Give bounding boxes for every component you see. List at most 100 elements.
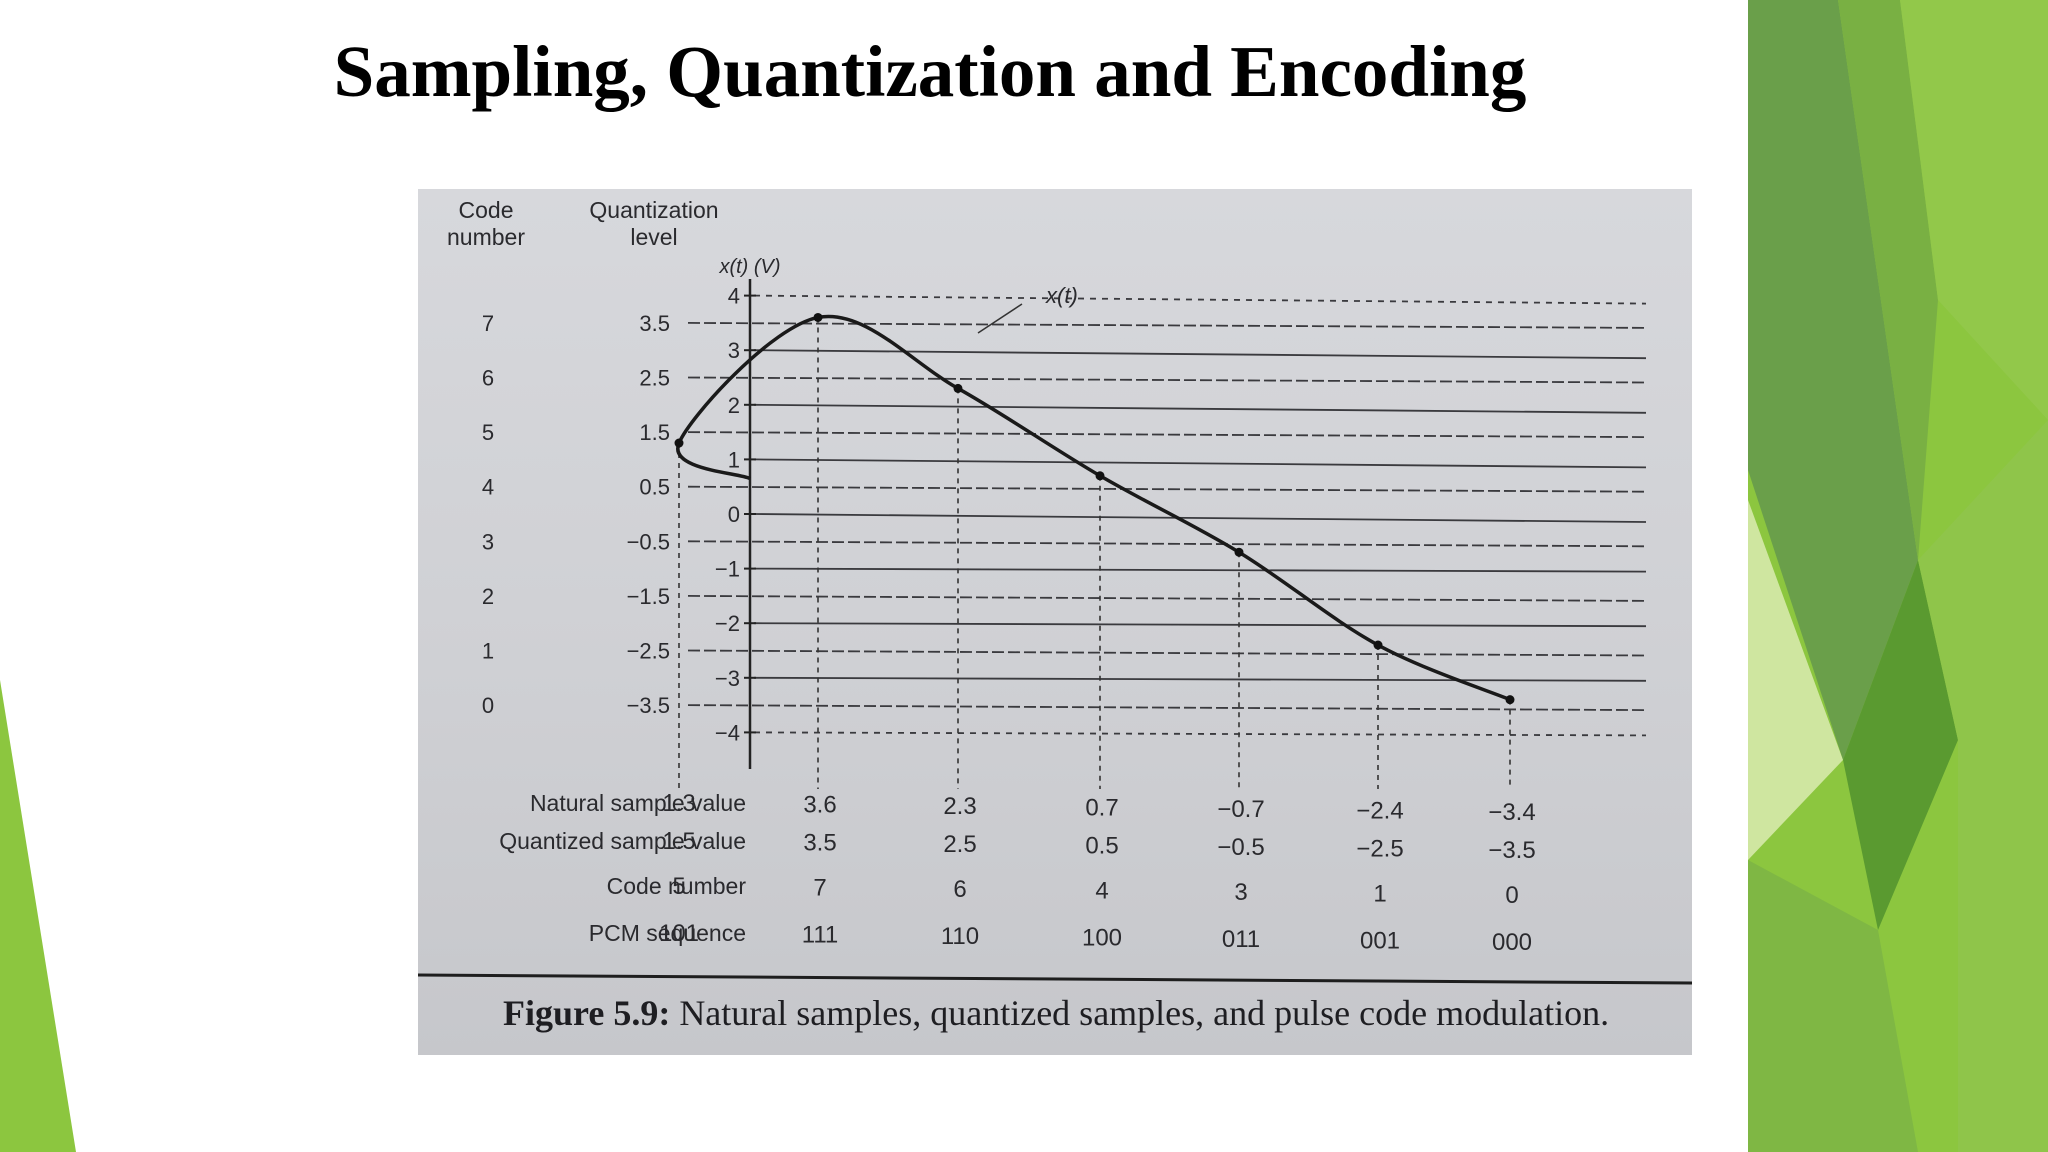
cell-quantized: −2.5: [1356, 836, 1403, 863]
row-label-natural: Natural sample value: [530, 790, 746, 816]
figure-caption: Figure 5.9: Natural samples, quantized s…: [503, 993, 1609, 1033]
y-tick-label: −2: [715, 611, 740, 636]
signal-curve: [676, 314, 1511, 702]
grid-line-integer: [753, 349, 1647, 360]
cell-natural: −2.4: [1356, 798, 1403, 825]
sample-point: [1373, 640, 1383, 650]
caption-prefix: Figure 5.9:: [503, 993, 670, 1033]
cell-code: 5: [672, 873, 685, 900]
sample-lines: [678, 317, 1511, 789]
sample-point: [1505, 695, 1515, 705]
grid-line-integer: [753, 676, 1647, 682]
cell-natural: 0.7: [1085, 795, 1118, 822]
quantization-level-line: [687, 595, 1647, 602]
quantization-level-label: −3.5: [627, 693, 670, 718]
y-tick-label: 2: [728, 393, 740, 418]
sample-point: [674, 438, 684, 448]
cell-pcm: 110: [941, 923, 979, 950]
y-tick-label: −3: [715, 666, 740, 691]
y-axis-label: x(t) (V): [718, 256, 780, 278]
cell-natural: 2.3: [943, 793, 976, 820]
cell-pcm: 011: [1222, 926, 1260, 953]
right-deco-mid-band: [1838, 0, 1938, 560]
y-tick-label: 0: [728, 502, 740, 527]
row-label-quantized: Quantized sample value: [499, 828, 746, 854]
code-number-label: 0: [482, 693, 494, 718]
code-number-header-line1: Code: [459, 197, 514, 223]
cell-code: 4: [1095, 878, 1108, 905]
cell-code: 6: [953, 876, 966, 903]
cell-quantized: 2.5: [943, 831, 976, 858]
cell-natural: −3.4: [1488, 799, 1535, 826]
curve-label-leader: [977, 303, 1023, 334]
cell-quantized: −0.5: [1217, 834, 1264, 861]
sample-points: [674, 312, 1515, 705]
sample-point: [953, 383, 963, 393]
pcm-figure: Code number Quantization level x(t) (V) …: [418, 197, 1692, 1033]
quantization-level-label: 0.5: [639, 475, 670, 500]
caption-rule: [418, 973, 1692, 985]
right-deco-deep-shard: [1843, 560, 1958, 930]
caption-text: Natural samples, quantized samples, and …: [670, 993, 1609, 1033]
sample-point: [1234, 547, 1244, 557]
quantization-level-label: 1.5: [639, 420, 670, 445]
figure-photo: Code number Quantization level x(t) (V) …: [418, 189, 1692, 1055]
grid-line-integer: [753, 458, 1647, 469]
cell-pcm: 100: [1082, 925, 1122, 952]
grid-line-integer: [753, 567, 1647, 573]
quantization-level-header-line1: Quantization: [589, 197, 718, 223]
code-number-label: 5: [482, 420, 494, 445]
code-number-label: 4: [482, 475, 494, 500]
left-decoration: [0, 680, 76, 1152]
grid-line-integer: [753, 294, 1647, 305]
cell-quantized: −3.5: [1488, 837, 1535, 864]
quantization-level-header-line2: level: [630, 224, 677, 250]
y-tick-label: 1: [728, 447, 740, 472]
grid-line-integer: [753, 731, 1647, 737]
y-tick-label: −4: [715, 720, 740, 745]
row-label-code: Code number: [607, 873, 747, 899]
quantization-level-line: [687, 649, 1647, 657]
cell-natural: 1.3: [662, 790, 695, 817]
code-number-label: 2: [482, 584, 494, 609]
y-tick-label: 3: [728, 338, 740, 363]
quantization-level-line: [687, 322, 1647, 329]
sample-point: [813, 312, 823, 322]
left-deco-shard: [0, 680, 76, 1152]
quantization-level-label: 2.5: [639, 366, 670, 391]
quantization-level-line: [687, 704, 1647, 711]
quantization-grid: 4 3 2 1 0 −1 −2 −3 −4 3.5 7 2.5 6 1.5 5 0.5 4 −0.5 3 −1.5 2 −…: [482, 284, 1647, 745]
code-number-label: 6: [482, 366, 494, 391]
right-decoration: [1748, 0, 2048, 1152]
quantization-level-label: −0.5: [627, 529, 670, 554]
cell-quantized: 3.5: [803, 830, 836, 857]
y-tick-label: −1: [715, 557, 740, 582]
code-number-header-line2: number: [447, 224, 525, 250]
quantization-level-label: −1.5: [627, 584, 670, 609]
right-deco-light-band: [1900, 0, 2048, 420]
curve-label: x(t): [1045, 283, 1078, 308]
right-deco-dark-band: [1748, 0, 1918, 760]
quantization-level-line: [687, 485, 1647, 493]
quantization-level-line: [687, 540, 1647, 548]
quantization-level-label: −2.5: [627, 639, 670, 664]
row-label-pcm: PCM sequence: [589, 920, 746, 946]
grid-line-integer: [753, 622, 1647, 628]
cell-pcm: 101: [659, 920, 699, 947]
code-number-label: 7: [482, 311, 494, 336]
cell-code: 1: [1373, 881, 1386, 908]
slide-title: Sampling, Quantization and Encoding: [333, 31, 1527, 112]
grid-line-integer: [753, 403, 1647, 414]
right-deco-right-band: [1918, 420, 2048, 1152]
quantization-level-line: [687, 376, 1647, 384]
cell-code: 3: [1234, 879, 1247, 906]
y-tick-label: 4: [728, 284, 740, 309]
quantization-level-label: 3.5: [639, 311, 670, 336]
quantization-level-line: [687, 431, 1647, 438]
code-number-label: 3: [482, 529, 494, 554]
cell-quantized: 1.5: [662, 828, 695, 855]
cell-code: 7: [813, 875, 826, 902]
code-number-label: 1: [482, 639, 494, 664]
cell-quantized: 0.5: [1085, 833, 1118, 860]
